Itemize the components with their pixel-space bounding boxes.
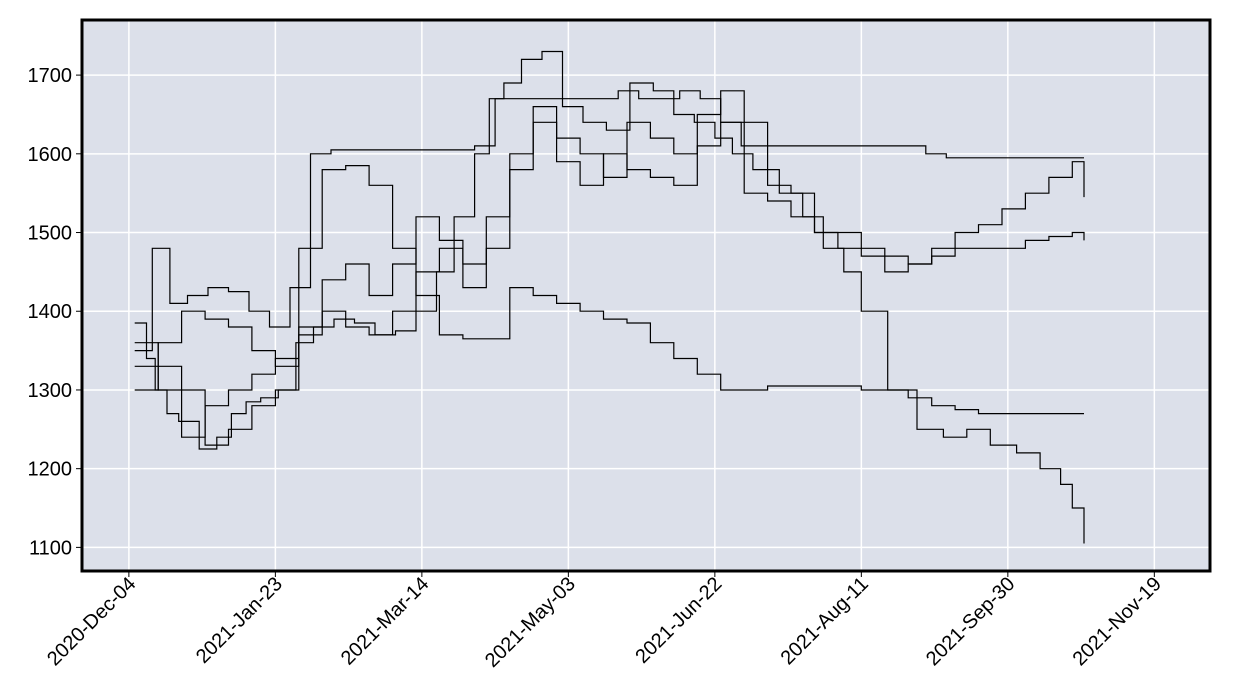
y-tick-label: 1700	[28, 65, 73, 87]
x-tick-label: 2021-Aug-11	[777, 573, 873, 669]
x-tick-label: 2021-Jun-22	[631, 573, 726, 668]
series-line-3	[134, 165, 1084, 446]
x-axis: 2020-Dec-04 2021-Jan-23 2021-Mar-14 2021-Ma…	[43, 571, 1166, 672]
x-tick-label: 2021-May-03	[481, 573, 580, 672]
y-tick-label: 1200	[28, 459, 73, 481]
plot-area	[82, 20, 1210, 571]
series-line-2	[134, 90, 1084, 352]
y-tick-label: 1600	[28, 144, 73, 166]
y-tick-label: 1100	[29, 537, 72, 559]
x-tick-label: 2020-Dec-04	[43, 573, 140, 670]
x-tick-label: 2021-Sep-30	[922, 573, 1019, 670]
plot-frame	[80, 18, 1212, 573]
y-axis: 1100 1200 1300 1400 1500 1600 1700	[28, 65, 82, 559]
x-tick-label: 2021-Mar-14	[337, 573, 434, 670]
x-tick-label: 2021-Nov-19	[1069, 573, 1166, 670]
series-line-1	[134, 50, 1085, 544]
y-tick-label: 1400	[28, 301, 73, 323]
series-line-5	[134, 90, 1085, 391]
x-tick-label: 2021-Jan-23	[192, 573, 287, 668]
y-tick-label: 1300	[28, 380, 73, 402]
y-tick-label: 1500	[28, 223, 73, 245]
series-layer	[134, 50, 1085, 544]
